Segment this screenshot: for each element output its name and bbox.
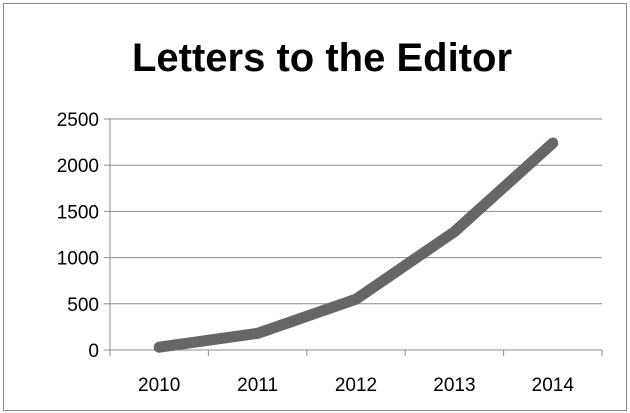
y-tick-label-2500: 2500 <box>57 110 99 131</box>
data-point-2014 <box>551 142 554 145</box>
y-tick-labels: 0 500 1000 1500 2000 2500 <box>57 110 99 362</box>
x-tick-label-2014: 2014 <box>532 375 575 396</box>
x-tick-label-2011: 2011 <box>237 375 278 396</box>
data-point-2010 <box>158 346 161 349</box>
x-tick-label-2013: 2013 <box>433 375 475 396</box>
data-point-2013 <box>453 230 456 233</box>
y-tick-label-1500: 1500 <box>57 202 99 223</box>
y-tick-label-0: 0 <box>88 341 99 362</box>
x-tick-label-2010: 2010 <box>138 375 180 396</box>
chart-title: Letters to the Editor <box>132 36 512 80</box>
data-point-2012 <box>355 298 357 301</box>
axes <box>104 118 603 356</box>
y-tick-label-2000: 2000 <box>57 156 99 177</box>
y-tick-label-1000: 1000 <box>57 249 99 270</box>
x-tick-labels: 2010 2011 2012 2013 2014 <box>138 375 574 396</box>
data-point-2011 <box>256 332 259 335</box>
series-line-0 <box>153 137 559 353</box>
x-tick-label-2012: 2012 <box>335 375 377 396</box>
chart-frame <box>3 3 627 411</box>
series-group <box>153 137 559 353</box>
y-tick-label-500: 500 <box>67 295 99 316</box>
gridlines <box>110 118 602 305</box>
